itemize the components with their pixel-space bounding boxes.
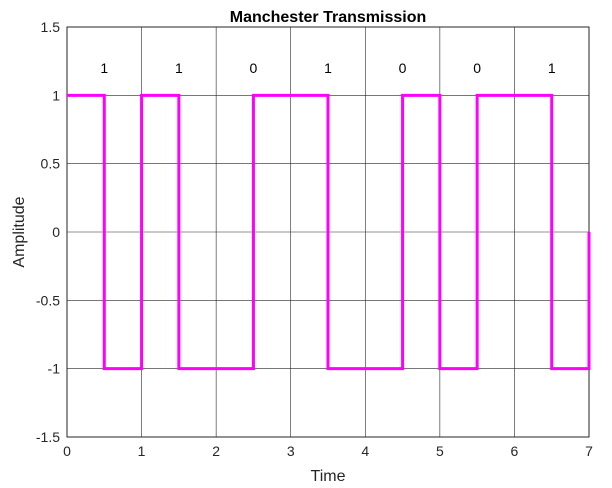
x-tick-label: 6 — [511, 443, 519, 459]
y-tick-label: -1.5 — [36, 429, 60, 445]
y-tick-label: 1 — [52, 87, 60, 103]
x-tick-label: 1 — [138, 443, 146, 459]
y-tick-label: -0.5 — [36, 292, 60, 308]
signal-series — [67, 93, 591, 371]
bit-label: 1 — [324, 60, 332, 76]
x-axis-label: Time — [311, 468, 346, 485]
axis-ticks: 0 1 2 3 4 5 6 7 -1.5 -1 -0.5 0 0.5 1 1.5 — [36, 19, 593, 459]
x-tick-label: 4 — [361, 443, 369, 459]
x-tick-label: 5 — [436, 443, 444, 459]
signal-line — [67, 93, 591, 371]
bit-label: 1 — [100, 60, 108, 76]
y-tick-label: -1 — [48, 361, 61, 377]
bit-label: 1 — [548, 60, 556, 76]
x-tick-label: 3 — [287, 443, 295, 459]
y-tick-label: 0.5 — [41, 156, 61, 172]
bit-label: 0 — [473, 60, 481, 76]
y-tick-label: 0 — [52, 224, 60, 240]
bit-label: 0 — [399, 60, 407, 76]
chart-title: Manchester Transmission — [230, 9, 427, 26]
x-tick-label: 0 — [63, 443, 71, 459]
bit-label: 1 — [175, 60, 183, 76]
bit-label: 0 — [250, 60, 258, 76]
x-tick-label: 2 — [212, 443, 220, 459]
x-tick-label: 7 — [585, 443, 593, 459]
y-tick-label: 1.5 — [41, 19, 61, 35]
bit-labels: 1 1 0 1 0 0 1 — [100, 60, 555, 76]
y-axis-label: Amplitude — [11, 196, 28, 267]
